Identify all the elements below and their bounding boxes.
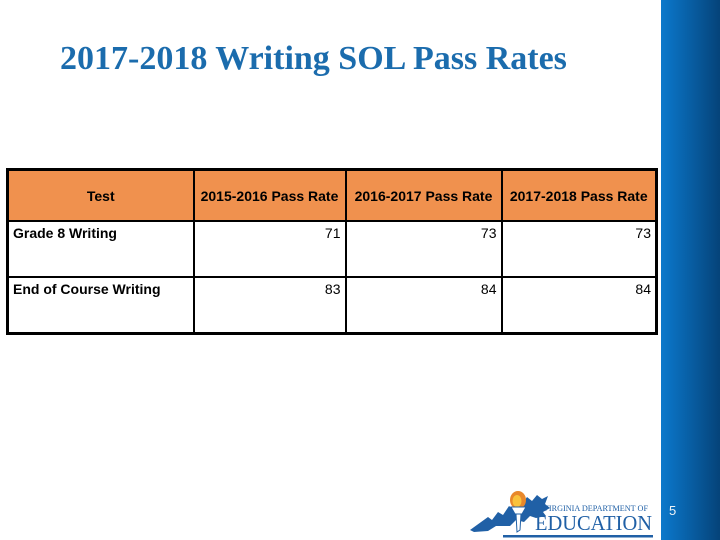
torch-handle-icon <box>515 513 522 533</box>
row-label-end-of-course-writing: End of Course Writing <box>6 276 195 335</box>
cell-grade8-2017-2018: 73 <box>500 220 658 278</box>
table-header-row: Test 2015-2016 Pass Rate 2016-2017 Pass … <box>6 168 658 222</box>
cell-eoc-2015-2016: 83 <box>192 276 347 335</box>
cell-eoc-2016-2017: 84 <box>344 276 503 335</box>
cell-grade8-2015-2016: 71 <box>192 220 347 278</box>
column-header-2015-2016: 2015-2016 Pass Rate <box>192 168 347 222</box>
logo-line1-text: VIRGINIA DEPARTMENT OF <box>543 504 649 513</box>
logo-underline <box>503 535 653 538</box>
virginia-state-icon <box>470 495 550 532</box>
page-number: 5 <box>669 503 677 518</box>
row-label-grade8-writing: Grade 8 Writing <box>6 220 195 278</box>
torch-flame-inner-icon <box>512 495 522 507</box>
table-row: Grade 8 Writing 71 73 73 <box>6 220 658 278</box>
torch-cup-icon <box>510 506 527 515</box>
right-accent-bar <box>661 0 720 540</box>
column-header-2016-2017: 2016-2017 Pass Rate <box>344 168 503 222</box>
slide-title: 2017-2018 Writing SOL Pass Rates <box>60 40 567 77</box>
table-row: End of Course Writing 83 84 84 <box>6 276 658 335</box>
cell-grade8-2016-2017: 73 <box>344 220 503 278</box>
virginia-doe-logo: VIRGINIA DEPARTMENT OF EDUCATION <box>470 491 653 538</box>
cell-eoc-2017-2018: 84 <box>500 276 658 335</box>
logo-line2-text: EDUCATION <box>535 511 652 535</box>
pass-rates-table: Test 2015-2016 Pass Rate 2016-2017 Pass … <box>6 168 658 335</box>
column-header-2017-2018: 2017-2018 Pass Rate <box>500 168 658 222</box>
column-header-test: Test <box>6 168 195 222</box>
